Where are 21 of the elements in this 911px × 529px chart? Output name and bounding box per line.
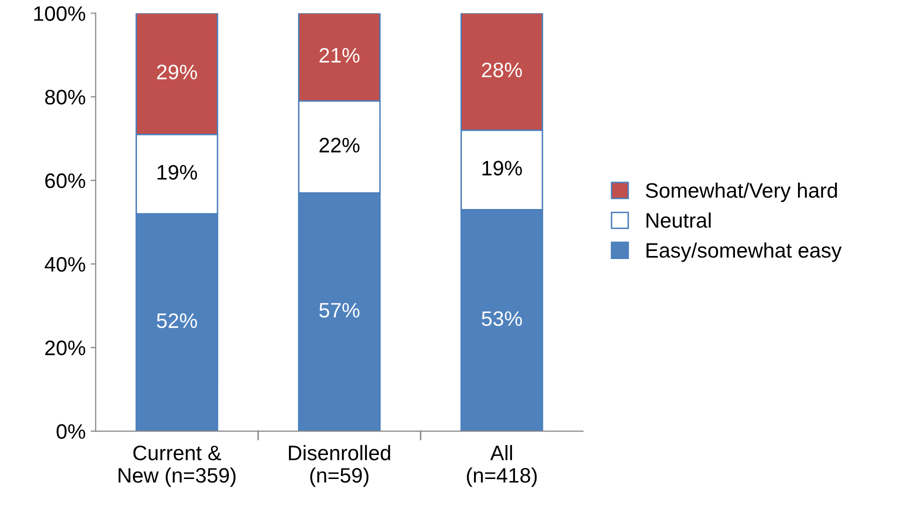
data-label: 52% [156,313,197,328]
x-tick-label: Current & New (n=359) [118,446,236,487]
y-tick-label: 60% [45,173,86,188]
x-tick-label: All (n=418) [466,445,537,487]
y-tick-label: 100% [34,6,86,21]
data-label: 29% [157,64,197,80]
data-label: 57% [319,302,360,318]
data-label: 19% [482,160,522,176]
legend-label: Easy/somewhat easy [646,242,842,262]
data-label: 53% [482,311,522,326]
legend-label: Neutral [646,212,711,228]
data-label: 22% [320,138,360,152]
y-tick-label: 20% [45,340,86,356]
data-label: 28% [482,62,522,78]
y-tick-label: 40% [44,256,86,272]
x-tick-label: Disenrolled (n=59) [288,445,390,487]
data-label: 19% [158,164,197,180]
y-tick-label: 0% [56,424,86,439]
legend-label: Somewhat/Very hard [646,182,837,202]
data-label: 21% [320,48,360,63]
y-tick-label: 80% [45,90,86,105]
